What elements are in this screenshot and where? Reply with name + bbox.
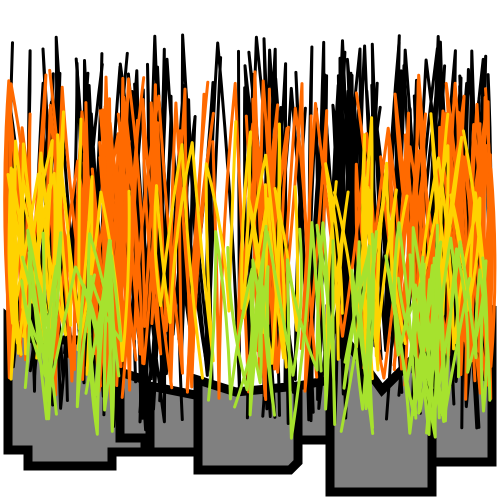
- strand-line: [26, 228, 63, 421]
- strand-line: [324, 162, 350, 373]
- strand-line: [350, 230, 378, 435]
- strand-line: [153, 120, 238, 380]
- strand-line: [244, 47, 278, 418]
- strands-layer: [3, 33, 497, 440]
- strand-line: [339, 240, 374, 433]
- strand-line: [285, 221, 337, 440]
- strand-line: [207, 230, 263, 402]
- strand-line: [86, 232, 121, 433]
- strand-line: [336, 47, 367, 391]
- gray-block: [145, 380, 205, 457]
- strand-line: [233, 224, 303, 417]
- strand-line: [397, 240, 492, 421]
- strand-line: [106, 62, 144, 384]
- strand-line: [20, 251, 48, 389]
